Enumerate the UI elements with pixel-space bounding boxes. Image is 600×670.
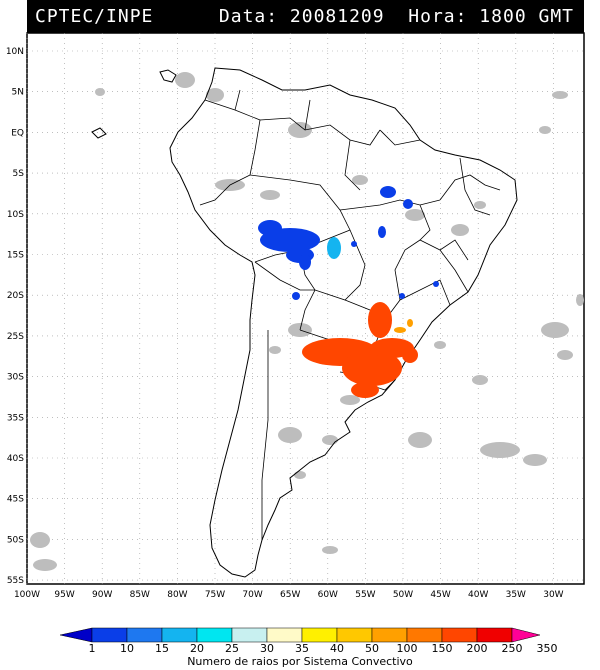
legend-swatch bbox=[511, 627, 541, 643]
lon-label: 75W bbox=[205, 590, 225, 600]
legend-value: 100 bbox=[397, 642, 418, 655]
legend-swatch bbox=[231, 627, 268, 643]
legend-value: 1 bbox=[89, 642, 96, 655]
legend-value: 25 bbox=[225, 642, 239, 655]
lon-label: 60W bbox=[318, 590, 338, 600]
legend-swatch bbox=[336, 627, 373, 643]
lightning-color-legend bbox=[59, 627, 541, 643]
lon-label: 100W bbox=[14, 590, 40, 600]
legend-value: 15 bbox=[155, 642, 169, 655]
lon-label: 35W bbox=[506, 590, 526, 600]
map-header: CPTEC/INPE Data: 20081209 Hora: 1800 GMT bbox=[27, 0, 584, 33]
legend-swatch bbox=[476, 627, 513, 643]
legend-value: 35 bbox=[295, 642, 309, 655]
legend-swatch bbox=[371, 627, 408, 643]
legend-swatch bbox=[91, 627, 128, 643]
legend-swatch bbox=[59, 627, 93, 643]
lat-label: 10N bbox=[6, 47, 24, 57]
lon-label: 90W bbox=[92, 590, 112, 600]
legend-value-labels: 1 10 15 20 25 30 35 40 50 100 150 200 250 350 bbox=[89, 642, 558, 655]
lon-label: 45W bbox=[430, 590, 450, 600]
legend-caption: Numero de raios por Sistema Convectivo bbox=[187, 655, 413, 668]
lat-label: 15S bbox=[7, 251, 24, 261]
lightning-clusters bbox=[258, 186, 439, 398]
legend-swatch bbox=[196, 627, 233, 643]
lat-label: 5S bbox=[13, 169, 25, 179]
legend-value: 10 bbox=[120, 642, 134, 655]
legend-swatch bbox=[161, 627, 198, 643]
legend-swatch bbox=[126, 627, 163, 643]
legend-value: 200 bbox=[467, 642, 488, 655]
legend-value: 350 bbox=[537, 642, 558, 655]
lat-label: 40S bbox=[7, 454, 24, 464]
lon-label: 30W bbox=[543, 590, 563, 600]
lat-label: 10S bbox=[7, 210, 24, 220]
lat-label: 25S bbox=[7, 332, 24, 342]
legend-value: 20 bbox=[190, 642, 204, 655]
lon-label: 40W bbox=[468, 590, 488, 600]
lat-label: EQ bbox=[11, 128, 24, 138]
legend-value: 30 bbox=[260, 642, 274, 655]
lat-label: 55S bbox=[7, 576, 24, 586]
lon-label: 50W bbox=[393, 590, 413, 600]
legend-swatch bbox=[441, 627, 478, 643]
legend-value: 250 bbox=[502, 642, 523, 655]
legend-swatch bbox=[406, 627, 443, 643]
legend-value: 40 bbox=[330, 642, 344, 655]
cloud-cover bbox=[30, 72, 584, 571]
latitude-labels: 10N 5N EQ 5S 10S 15S 20S 25S 30S 35S 40S 45S 50S 55S bbox=[6, 47, 24, 586]
legend-swatch bbox=[266, 627, 303, 643]
legend-value: 50 bbox=[365, 642, 379, 655]
lat-label: 30S bbox=[7, 373, 24, 383]
legend-value: 150 bbox=[432, 642, 453, 655]
lon-label: 70W bbox=[242, 590, 262, 600]
lon-label: 95W bbox=[54, 590, 74, 600]
source-label: CPTEC/INPE bbox=[35, 6, 154, 27]
longitude-labels: 100W 95W 90W 85W 80W 75W 70W 65W 60W 55W 50W 45W 40W… bbox=[14, 590, 564, 600]
legend-swatch bbox=[301, 627, 338, 643]
lon-label: 65W bbox=[280, 590, 300, 600]
lat-label: 5N bbox=[12, 88, 24, 98]
lat-label: 50S bbox=[7, 535, 24, 545]
lat-label: 20S bbox=[7, 291, 24, 301]
lon-label: 55W bbox=[355, 590, 375, 600]
lat-label: 45S bbox=[7, 495, 24, 505]
lat-label: 35S bbox=[7, 413, 24, 423]
lon-label: 80W bbox=[167, 590, 187, 600]
lon-label: 85W bbox=[130, 590, 150, 600]
date-time-label: Data: 20081209 Hora: 1800 GMT bbox=[218, 6, 574, 27]
coastline bbox=[91, 67, 518, 578]
